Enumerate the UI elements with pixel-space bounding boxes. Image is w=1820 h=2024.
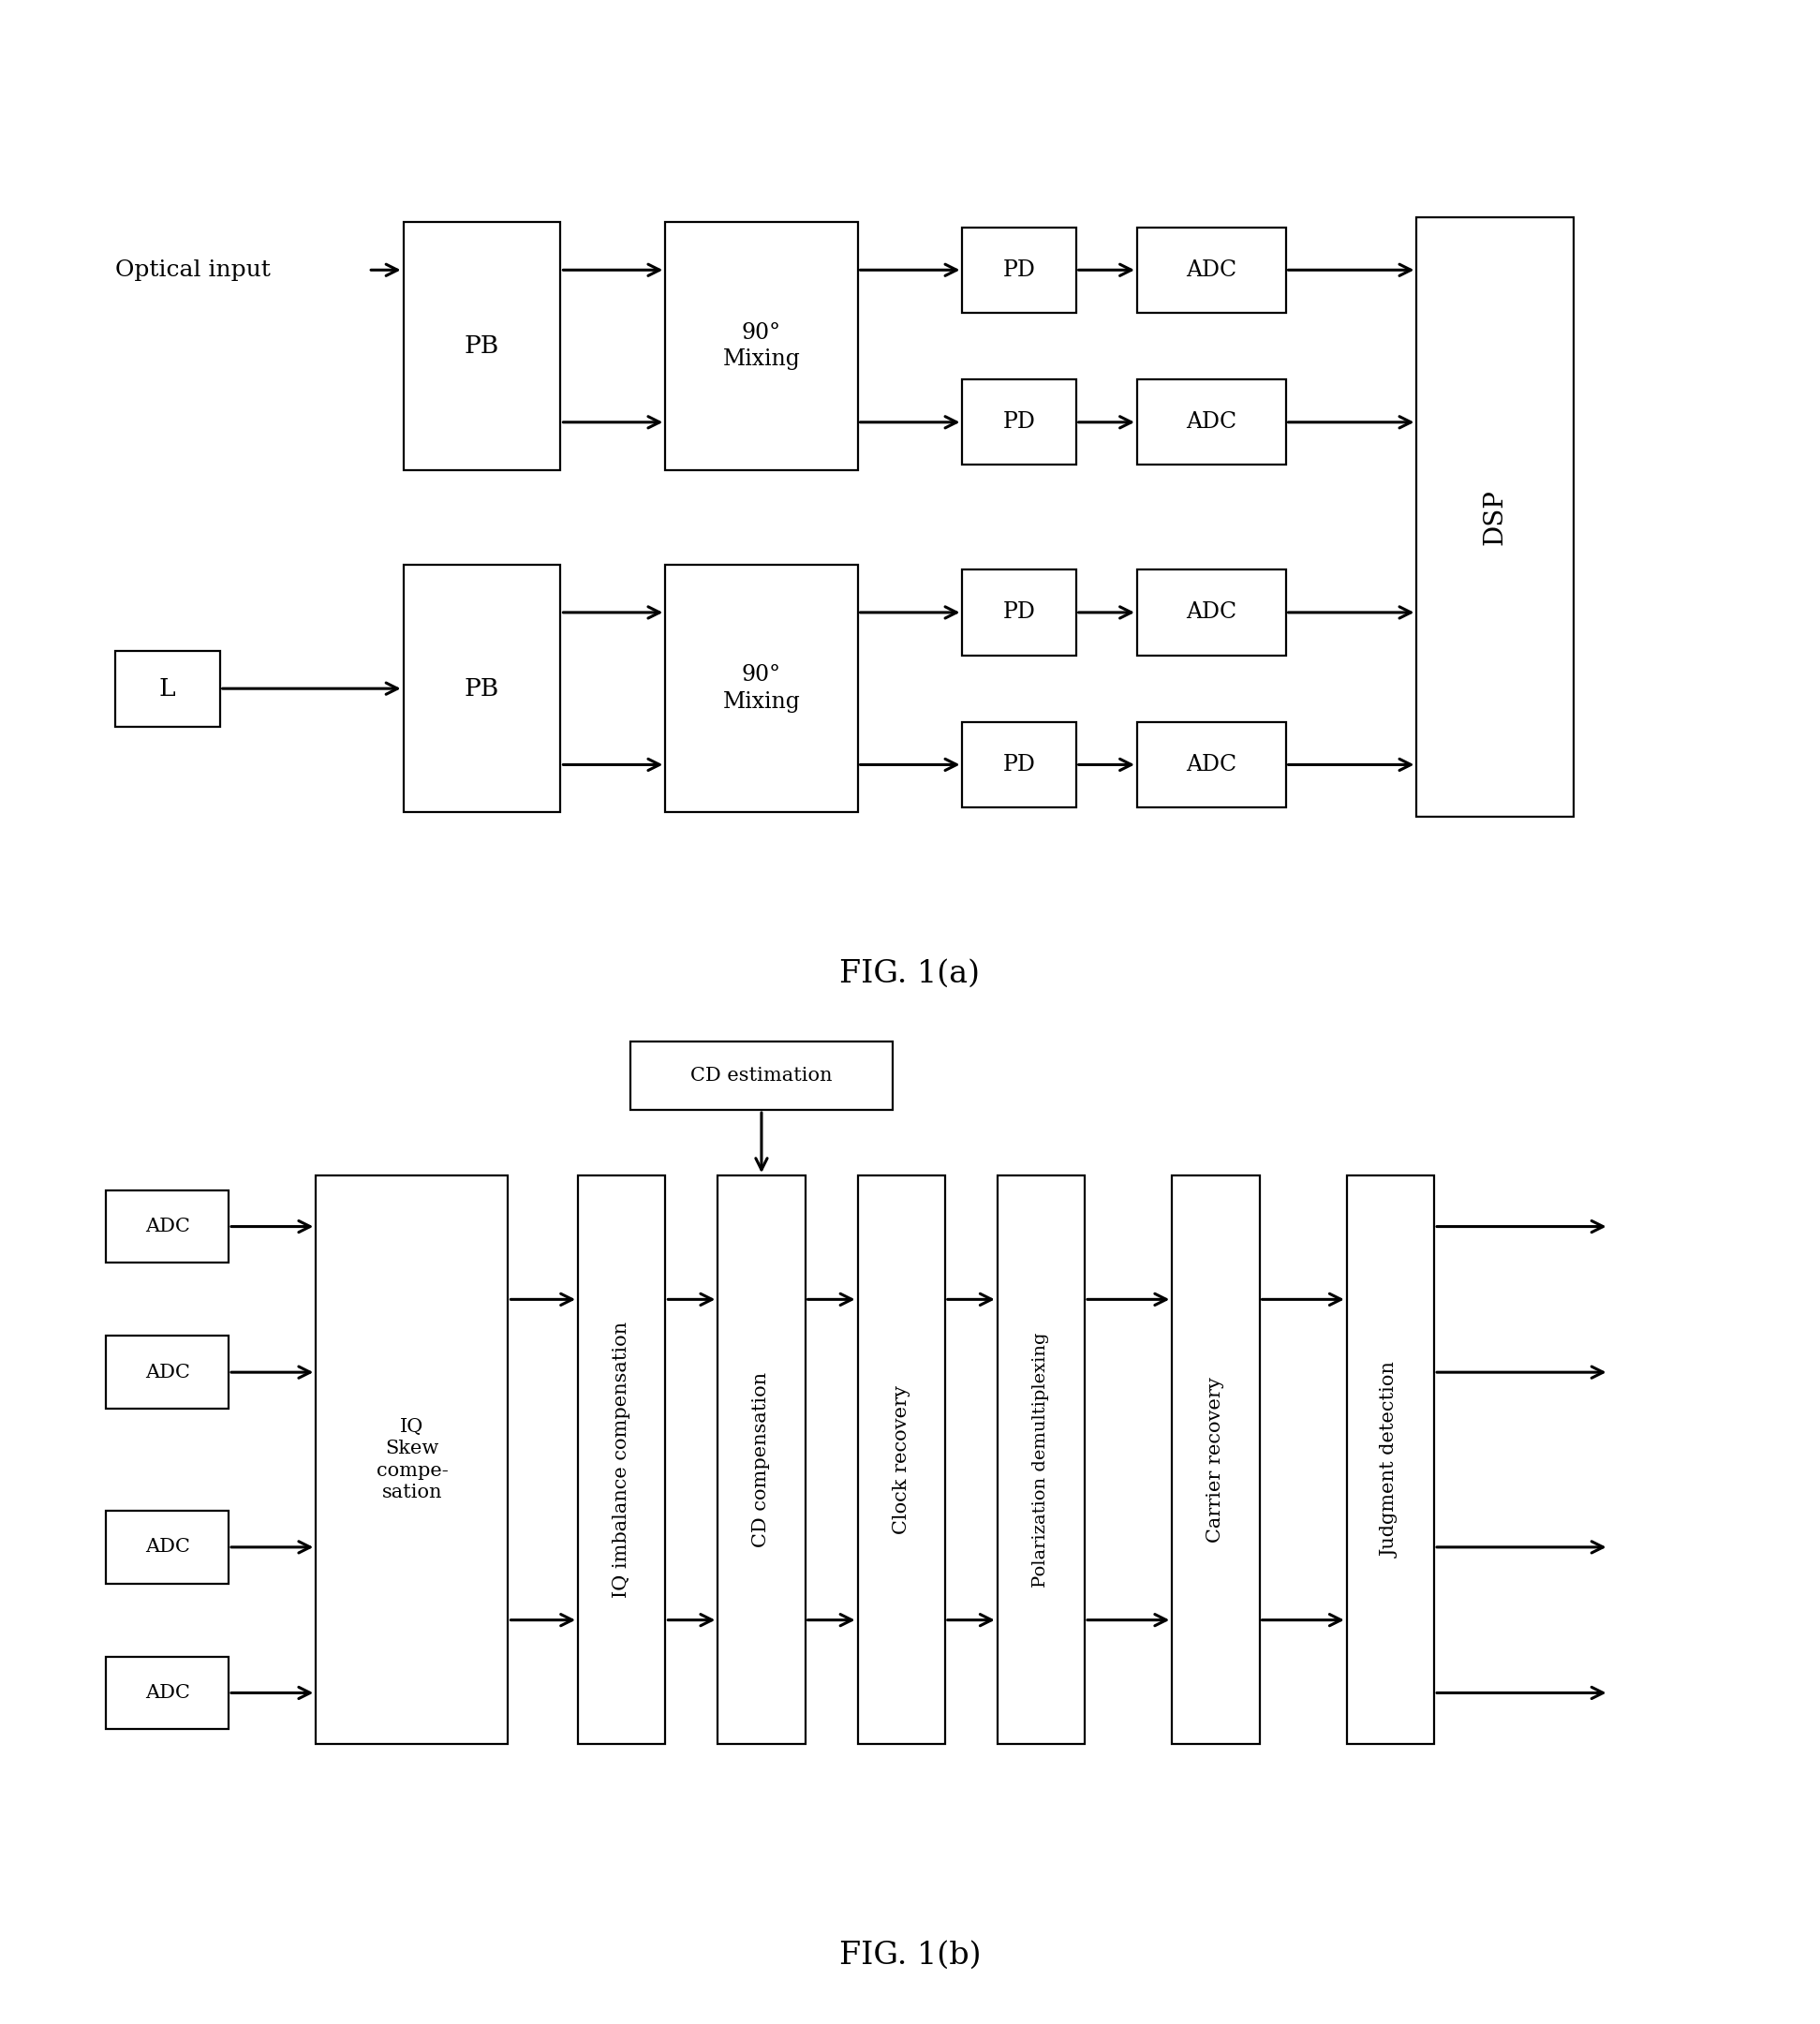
- Bar: [106, 1510, 229, 1583]
- Text: Clock recovery: Clock recovery: [892, 1384, 910, 1534]
- Text: PD: PD: [1003, 259, 1036, 281]
- Bar: [630, 1042, 892, 1109]
- Bar: [1416, 219, 1574, 818]
- Text: ADC: ADC: [146, 1364, 189, 1380]
- Bar: [666, 565, 857, 812]
- Bar: [717, 1176, 804, 1745]
- Bar: [106, 1336, 229, 1409]
- Text: FIG. 1(a): FIG. 1(a): [839, 959, 981, 990]
- Text: PB: PB: [464, 334, 499, 358]
- Bar: [963, 723, 1076, 808]
- Text: L: L: [158, 676, 177, 700]
- Text: FIG. 1(b): FIG. 1(b): [839, 1941, 981, 1969]
- Text: Optical input: Optical input: [115, 259, 271, 281]
- Bar: [1138, 227, 1285, 314]
- Text: Carrier recovery: Carrier recovery: [1207, 1376, 1225, 1542]
- Bar: [1172, 1176, 1259, 1745]
- Bar: [579, 1176, 666, 1745]
- Text: ADC: ADC: [146, 1684, 189, 1702]
- Text: CD estimation: CD estimation: [690, 1067, 832, 1085]
- Text: PD: PD: [1003, 601, 1036, 623]
- Bar: [106, 1656, 229, 1728]
- Bar: [106, 1190, 229, 1263]
- Text: ADC: ADC: [1187, 411, 1238, 433]
- Bar: [115, 650, 220, 727]
- Text: ADC: ADC: [146, 1218, 189, 1235]
- Bar: [963, 569, 1076, 656]
- Text: ADC: ADC: [1187, 753, 1238, 775]
- Bar: [1138, 378, 1285, 466]
- Text: IQ
Skew
compe-
sation: IQ Skew compe- sation: [377, 1417, 448, 1502]
- Text: ADC: ADC: [1187, 601, 1238, 623]
- Bar: [404, 565, 561, 812]
- Text: ADC: ADC: [146, 1538, 189, 1556]
- Text: PD: PD: [1003, 411, 1036, 433]
- Text: PB: PB: [464, 676, 499, 700]
- Text: IQ imbalance compensation: IQ imbalance compensation: [613, 1322, 630, 1597]
- Text: Polarization demultiplexing: Polarization demultiplexing: [1032, 1332, 1050, 1587]
- Text: Judgment detection: Judgment detection: [1381, 1362, 1400, 1558]
- Text: ADC: ADC: [1187, 259, 1238, 281]
- Bar: [1138, 569, 1285, 656]
- Text: 90°
Mixing: 90° Mixing: [723, 664, 801, 712]
- Bar: [666, 223, 857, 470]
- Bar: [1347, 1176, 1434, 1745]
- Text: DSP: DSP: [1483, 490, 1509, 544]
- Bar: [317, 1176, 508, 1745]
- Text: CD compensation: CD compensation: [753, 1372, 770, 1546]
- Bar: [404, 223, 561, 470]
- Bar: [963, 227, 1076, 314]
- Bar: [963, 378, 1076, 466]
- Text: 90°
Mixing: 90° Mixing: [723, 322, 801, 370]
- Bar: [857, 1176, 945, 1745]
- Bar: [1138, 723, 1285, 808]
- Text: PD: PD: [1003, 753, 1036, 775]
- Bar: [997, 1176, 1085, 1745]
